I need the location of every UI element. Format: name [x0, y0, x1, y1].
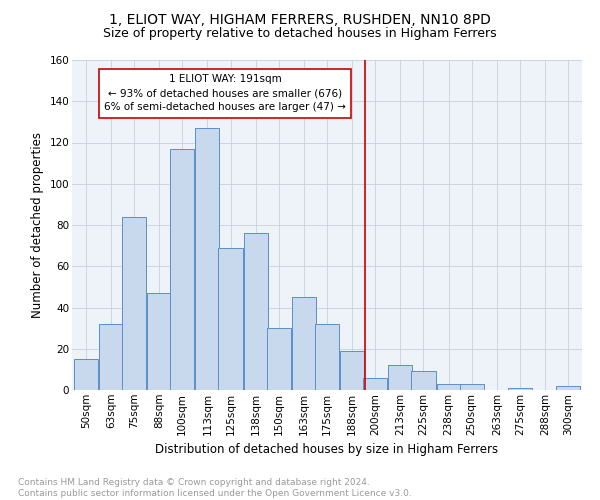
Bar — [292, 297, 316, 390]
Bar — [147, 293, 171, 390]
Text: Contains HM Land Registry data © Crown copyright and database right 2024.
Contai: Contains HM Land Registry data © Crown c… — [18, 478, 412, 498]
Bar — [508, 388, 532, 390]
Bar — [244, 233, 268, 390]
Bar — [363, 378, 388, 390]
Bar — [388, 365, 412, 390]
Bar — [74, 359, 98, 390]
Bar — [122, 217, 146, 390]
Bar — [170, 148, 194, 390]
Text: Size of property relative to detached houses in Higham Ferrers: Size of property relative to detached ho… — [103, 28, 497, 40]
Text: 1 ELIOT WAY: 191sqm
← 93% of detached houses are smaller (676)
6% of semi-detach: 1 ELIOT WAY: 191sqm ← 93% of detached ho… — [104, 74, 346, 112]
Bar — [99, 324, 123, 390]
Bar — [412, 372, 436, 390]
X-axis label: Distribution of detached houses by size in Higham Ferrers: Distribution of detached houses by size … — [155, 443, 499, 456]
Bar — [218, 248, 242, 390]
Bar — [315, 324, 339, 390]
Bar — [556, 386, 580, 390]
Bar — [460, 384, 484, 390]
Y-axis label: Number of detached properties: Number of detached properties — [31, 132, 44, 318]
Bar — [196, 128, 220, 390]
Bar — [266, 328, 291, 390]
Bar — [340, 351, 364, 390]
Bar — [437, 384, 461, 390]
Text: 1, ELIOT WAY, HIGHAM FERRERS, RUSHDEN, NN10 8PD: 1, ELIOT WAY, HIGHAM FERRERS, RUSHDEN, N… — [109, 12, 491, 26]
